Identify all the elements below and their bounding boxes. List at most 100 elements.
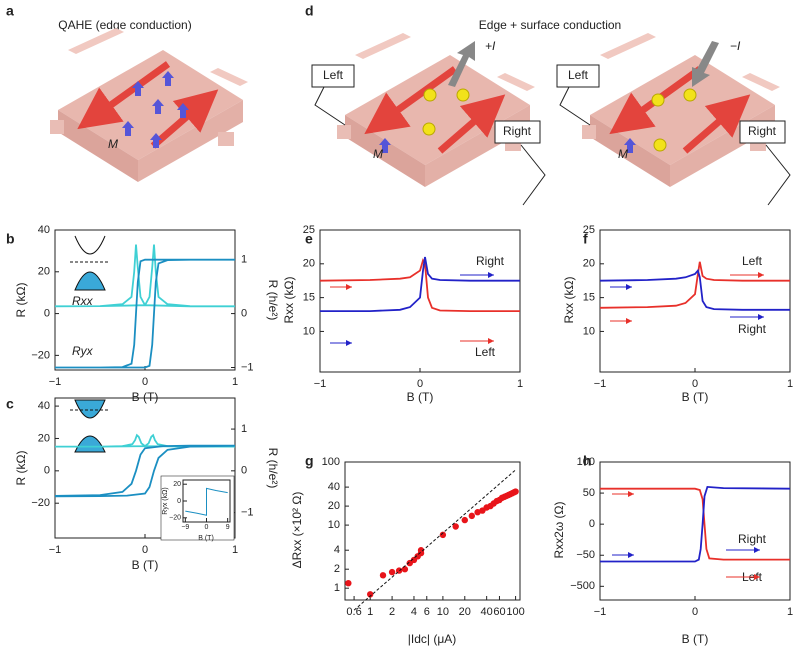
y-tick-label: 0 — [589, 518, 595, 530]
sweep-arrow-head — [628, 491, 634, 497]
y-tick-label: 50 — [583, 487, 595, 499]
series-line — [55, 258, 235, 369]
magnetization-label: M — [373, 147, 383, 161]
y-axis-label: Rxx2ω (Ω) — [552, 501, 566, 558]
y-axis-label: Rxx (kΩ) — [562, 277, 576, 324]
y-axis-label: R (kΩ) — [14, 283, 28, 318]
plot-frame — [344, 461, 521, 601]
plot-frame — [599, 229, 791, 373]
y-tick-label: 0 — [44, 465, 50, 477]
y-tick-label: −500 — [570, 580, 595, 592]
x-axis-label: B (T) — [198, 535, 214, 542]
sweep-arrow-head — [754, 547, 760, 553]
x-tick-label: −1 — [49, 544, 62, 556]
x-axis-label: B (T) — [682, 390, 709, 404]
x-tick-label: 60 — [493, 606, 505, 618]
y2-tick-label: −1 — [241, 506, 254, 518]
magnetization-label: M — [618, 147, 628, 161]
series-line — [54, 244, 236, 308]
y-tick-label: 20 — [38, 266, 50, 278]
point — [367, 591, 374, 598]
point — [461, 516, 468, 524]
point — [388, 568, 396, 576]
x-tick-label: −1 — [314, 378, 327, 390]
x-tick-label: 1 — [232, 544, 238, 556]
panel-label: c — [6, 396, 14, 412]
series-line — [185, 487, 228, 516]
annotation: Right — [738, 322, 767, 336]
x-tick-label: 1 — [787, 378, 793, 390]
probe-label: Left — [323, 68, 344, 82]
x-tick-label: 2 — [389, 606, 395, 618]
panel-label: e — [305, 231, 313, 247]
inset-frame — [160, 475, 235, 541]
panel-label: h — [583, 453, 592, 469]
y-tick-label: 15 — [583, 292, 595, 304]
x-tick-label: 1 — [232, 376, 238, 388]
magnetization-label: M — [108, 137, 118, 151]
point — [468, 512, 476, 520]
sweep-arrow-head — [754, 574, 760, 580]
y-tick-label: 20 — [303, 258, 315, 270]
y-tick-label: 10 — [583, 325, 595, 337]
x-tick-label: 0 — [692, 606, 698, 618]
y2-tick-label: −1 — [241, 361, 254, 373]
y-tick-label: −50 — [576, 549, 595, 561]
x-tick-label: −9 — [181, 524, 189, 531]
y-tick-label: 40 — [328, 481, 340, 493]
y-tick-label: 40 — [38, 400, 50, 412]
panel-label: a — [6, 3, 14, 19]
point — [452, 523, 459, 530]
annotation: Right — [476, 254, 505, 268]
x-tick-label: 0 — [417, 378, 423, 390]
x-tick-label: 4 — [411, 606, 417, 618]
x-tick-label: 1 — [367, 606, 373, 618]
y-tick-label: 10 — [303, 325, 315, 337]
series-line — [54, 444, 236, 498]
y-tick-label: −20 — [31, 349, 50, 361]
sweep-arrow-head — [626, 318, 632, 324]
y-tick-label: 10 — [328, 519, 340, 531]
x-axis-label: B (T) — [132, 390, 159, 404]
y-tick-label: 100 — [322, 456, 340, 468]
band-inset — [70, 235, 110, 453]
x-tick-label: 0 — [142, 376, 148, 388]
y2-axis-label: R (h/e²) — [266, 448, 280, 489]
x-tick-label: 0 — [205, 524, 209, 531]
annotation: Left — [742, 254, 763, 268]
panel-label: b — [6, 231, 15, 247]
y-tick-label: 0 — [177, 498, 181, 505]
annotation: Right — [738, 532, 767, 546]
point — [401, 566, 409, 573]
point — [345, 579, 352, 587]
diagram-title: QAHE (edge conduction) — [58, 18, 191, 32]
y2-tick-label: 0 — [241, 307, 247, 319]
x-tick-label: 40 — [481, 606, 493, 618]
y-axis-label: ΔRxx (×10² Ω) — [290, 492, 304, 569]
point — [439, 531, 447, 539]
sweep-arrow-head — [758, 314, 764, 320]
y-tick-label: 20 — [38, 432, 50, 444]
y-axis-label: Ryx (kΩ) — [162, 487, 169, 514]
y-tick-label: 100 — [577, 456, 595, 468]
y-tick-label: 40 — [38, 224, 50, 236]
y-tick-label: −20 — [169, 515, 181, 522]
y2-axis-label: R (h/e²) — [266, 280, 280, 321]
y-tick-label: 4 — [334, 544, 340, 556]
y-tick-label: 0 — [44, 307, 50, 319]
panel-label: d — [305, 3, 314, 19]
point — [512, 488, 519, 495]
diagram-title: Edge + surface conduction — [479, 18, 621, 32]
y-tick-label: 20 — [328, 500, 340, 512]
current-label: +I — [485, 39, 496, 53]
device: M −I Left Right — [556, 33, 791, 206]
y-tick-label: 15 — [303, 292, 315, 304]
x-tick-label: 10 — [437, 606, 449, 618]
series-line — [600, 485, 791, 563]
y2-tick-label: 0 — [241, 465, 247, 477]
y-tick-label: 20 — [173, 481, 181, 488]
y2-tick-label: 1 — [241, 254, 247, 266]
x-tick-label: 1 — [517, 378, 523, 390]
x-axis-label: |Idc| (μA) — [408, 632, 457, 646]
series-line — [353, 469, 516, 611]
